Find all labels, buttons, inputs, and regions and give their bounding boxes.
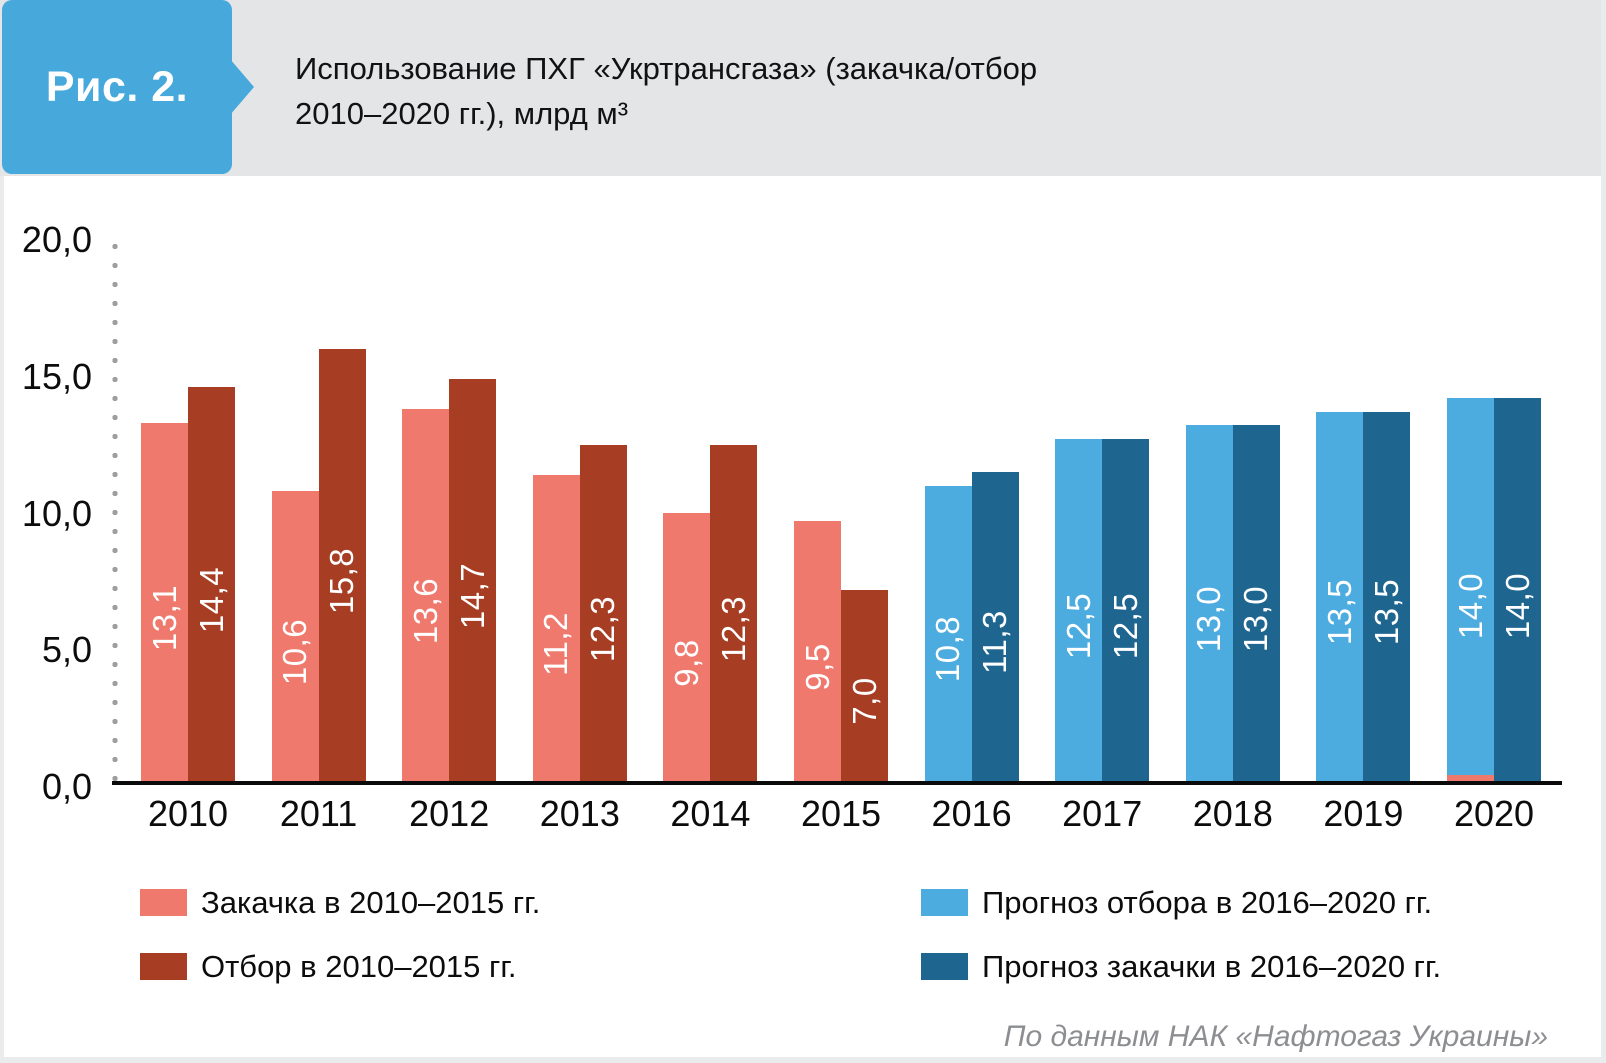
bar-2011-withdrawal-actual	[318, 348, 366, 781]
bar-value-label-2015-withdrawal-actual: 7,0	[845, 677, 883, 725]
x-axis-label-2012: 2012	[409, 793, 490, 834]
y-axis-tick-label: 5,0	[41, 629, 92, 671]
legend-label-injection-actual: Закачка в 2010–2015 гг.	[201, 884, 541, 920]
bar-value-label-2018-injection-forecast: 13,0	[1237, 586, 1275, 653]
legend-label-withdrawal-forecast: Прогноз отбора в 2016–2020 гг.	[982, 884, 1433, 920]
x-axis-label-2013: 2013	[539, 793, 620, 834]
legend-item-injection-actual: Закачка в 2010–2015 гг.	[140, 885, 540, 920]
bar-value-label-2017-withdrawal-forecast: 12,5	[1059, 592, 1097, 660]
x-axis-label-2011: 2011	[279, 793, 358, 834]
bar-2016-injection-forecast	[971, 471, 1019, 781]
legend-label-withdrawal-actual: Отбор в 2010–2015 гг.	[201, 948, 517, 984]
figure-number-badge: Рис. 2.	[2, 0, 232, 174]
y-axis-tick-label: 10,0	[21, 492, 92, 534]
y-axis-dotted-line	[112, 237, 118, 781]
legend-swatch-withdrawal-forecast	[921, 889, 968, 916]
x-axis-label-2018: 2018	[1192, 793, 1273, 834]
bar-value-label-2014-withdrawal-actual: 12,3	[714, 595, 752, 662]
figure-title: Использование ПХГ «Укртрансгаза» (закачк…	[295, 46, 1037, 136]
bar-value-label-2011-withdrawal-actual: 15,8	[323, 547, 361, 615]
bar-value-label-2016-injection-forecast: 11,3	[976, 610, 1014, 675]
bar-2014-injection-actual	[663, 512, 711, 781]
bar-2012-withdrawal-actual	[449, 378, 497, 781]
bar-value-label-2011-injection-actual: 10,6	[276, 618, 314, 686]
x-axis-label-2019: 2019	[1323, 793, 1404, 834]
y-axis-tick-label: 0,0	[41, 766, 92, 807]
legend-label-injection-forecast: Прогноз закачки в 2016–2020 гг.	[982, 948, 1442, 984]
bar-value-label-2010-injection-actual: 13,1	[145, 584, 183, 651]
bar-value-label-2019-withdrawal-forecast: 13,5	[1320, 579, 1358, 646]
y-axis-tick-label: 15,0	[21, 355, 92, 397]
bar-2018-withdrawal-forecast	[1185, 425, 1233, 781]
bar-2020-injection-forecast	[1494, 398, 1541, 781]
bar-value-label-2010-withdrawal-actual: 14,4	[192, 566, 230, 634]
bar-2019-withdrawal-forecast	[1316, 411, 1364, 781]
x-axis-label-2020: 2020	[1453, 793, 1535, 834]
bar-value-label-2012-withdrawal-actual: 14,7	[453, 562, 491, 630]
figure-number-label: Рис. 2.	[45, 62, 189, 111]
legend-swatch-withdrawal-actual	[140, 953, 187, 980]
bar-2018-injection-forecast	[1232, 425, 1280, 781]
bar-2015-withdrawal-actual	[841, 589, 888, 781]
x-axis-label-2015: 2015	[800, 793, 882, 834]
bar-value-label-2012-injection-actual: 13,6	[406, 577, 444, 645]
figure-header-strip	[0, 0, 1601, 176]
bar-2011-injection-actual	[271, 491, 319, 781]
x-axis-label-2014: 2014	[670, 793, 751, 834]
bar-2013-withdrawal-actual	[579, 444, 627, 781]
bar-value-label-2019-injection-forecast: 13,5	[1367, 579, 1405, 646]
legend-swatch-injection-forecast	[921, 953, 968, 980]
data-source-note: По данным НАК «Нафтогаз Украины»	[1003, 1020, 1548, 1053]
bar-2012-injection-actual	[402, 409, 450, 781]
x-axis-label-2010: 2010	[147, 793, 229, 834]
bar-2015-injection-actual	[794, 521, 841, 781]
bar-value-label-2017-injection-forecast: 12,5	[1106, 592, 1144, 660]
bar-value-label-2013-injection-actual: 11,2	[537, 611, 575, 676]
y-axis-tick-label: 20,0	[21, 219, 92, 260]
legend-swatch-injection-actual	[140, 889, 187, 916]
bar-2013-injection-actual	[532, 474, 580, 781]
bar-2017-withdrawal-forecast	[1055, 439, 1103, 781]
figure-title-line-1: Использование ПХГ «Укртрансгаза» (закачк…	[295, 51, 1038, 86]
bar-2019-injection-forecast	[1363, 411, 1411, 781]
bar-2014-withdrawal-actual	[710, 444, 758, 781]
x-axis-label-2017: 2017	[1062, 793, 1143, 834]
legend-item-withdrawal-forecast: Прогноз отбора в 2016–2020 гг.	[921, 885, 1432, 920]
bar-value-label-2013-withdrawal-actual: 12,3	[584, 595, 622, 662]
bar-2016-withdrawal-forecast	[924, 485, 972, 781]
artifact-injection-strip-2020	[1447, 775, 1494, 781]
bar-value-label-2020-withdrawal-forecast: 14,0	[1451, 572, 1489, 639]
x-axis-line	[112, 781, 1562, 785]
bar-2010-withdrawal-actual	[188, 387, 235, 781]
legend-item-injection-forecast: Прогноз закачки в 2016–2020 гг.	[921, 949, 1441, 984]
bar-value-label-2020-injection-forecast: 14,0	[1498, 572, 1536, 639]
x-axis-label-2016: 2016	[931, 793, 1012, 834]
bar-2020-withdrawal-forecast	[1447, 398, 1494, 781]
bar-value-label-2015-injection-actual: 9,5	[798, 643, 836, 691]
bar-2017-injection-forecast	[1102, 439, 1150, 781]
bar-value-label-2018-withdrawal-forecast: 13,0	[1190, 586, 1228, 653]
bar-value-label-2014-injection-actual: 9,8	[667, 639, 705, 687]
figure-title-line-2: 2010–2020 гг.), млрд м³	[295, 96, 629, 131]
bar-2010-injection-actual	[141, 422, 188, 781]
bar-value-label-2016-withdrawal-forecast: 10,8	[929, 616, 967, 683]
legend-item-withdrawal-actual: Отбор в 2010–2015 гг.	[140, 949, 516, 984]
